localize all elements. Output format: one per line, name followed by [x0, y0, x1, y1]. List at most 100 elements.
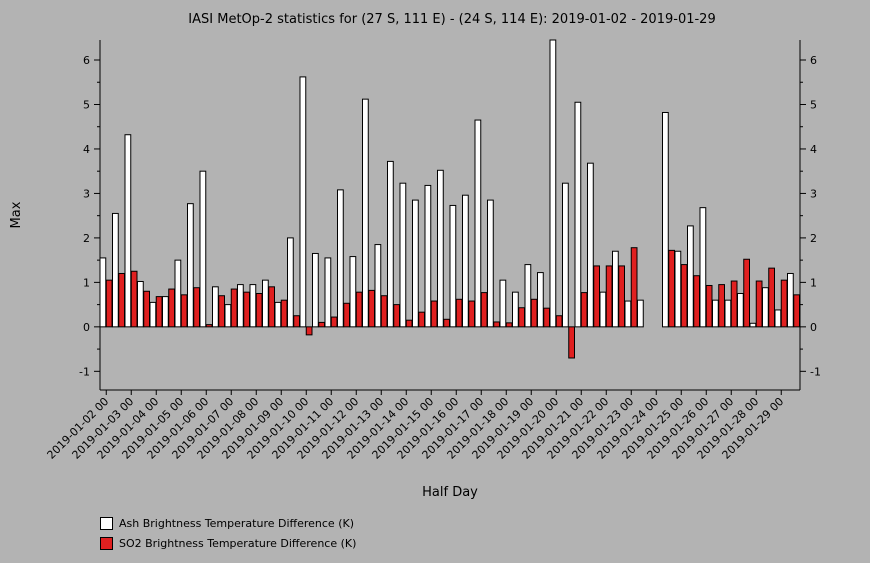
ash-bar-49 — [712, 299, 719, 328]
so2-bar-47 — [693, 275, 700, 328]
ash-bar-42 — [624, 300, 632, 328]
so2-bar-40 — [605, 265, 613, 328]
y-tick-label-left: 0 — [83, 321, 90, 334]
ash-bar-12 — [249, 284, 257, 328]
so2-bar-0 — [105, 279, 113, 328]
ash-bar-35 — [537, 272, 544, 328]
ash-bar-52 — [749, 322, 757, 328]
ash-bar-41 — [612, 250, 619, 328]
y-tick-label-left: 5 — [83, 98, 90, 111]
ash-bar-30 — [474, 119, 482, 328]
y-axis-label: Max — [9, 201, 24, 228]
y-tick-label-right: 1 — [810, 276, 817, 289]
ash-bar-36 — [549, 39, 557, 328]
chart-title: IASI MetOp-2 statistics for (27 S, 111 E… — [188, 12, 715, 27]
ash-bar-29 — [462, 194, 469, 328]
so2-bar-54 — [780, 279, 788, 328]
so2-bar-15 — [293, 315, 300, 328]
so2-bar-14 — [280, 299, 288, 328]
ash-bar-28 — [449, 204, 457, 328]
so2-bar-4 — [155, 296, 163, 328]
ash-bar-15 — [287, 237, 294, 328]
so2-bar-55 — [793, 294, 800, 328]
ash-bar-34 — [524, 264, 532, 328]
ash-bar-5 — [162, 296, 169, 328]
ash-bar-45 — [662, 111, 669, 328]
so2-bar-9 — [218, 295, 225, 328]
so2-bar-19 — [343, 302, 350, 328]
legend-label-so2: SO2 Brightness Temperature Difference (K… — [119, 536, 357, 550]
so2-bar-45 — [668, 249, 675, 328]
ash-bar-27 — [437, 169, 444, 328]
ash-bar-10 — [224, 304, 232, 328]
ash-bar-46 — [674, 250, 682, 328]
ash-bar-11 — [237, 284, 244, 328]
so2-bar-27 — [443, 318, 450, 328]
bars-group — [99, 39, 800, 359]
ash-bar-19 — [337, 189, 344, 328]
so2-bar-5 — [168, 288, 175, 328]
y-tick-label-left: 1 — [83, 276, 90, 289]
ash-bar-38 — [574, 101, 582, 328]
legend-item-so2: SO2 Brightness Temperature Difference (K… — [100, 533, 356, 553]
so2-bar-39 — [593, 265, 600, 328]
so2-bar-1 — [118, 272, 125, 328]
so2-bar-42 — [630, 247, 638, 328]
ash-bar-7 — [187, 203, 194, 328]
ash-bar-16 — [299, 76, 307, 328]
legend-item-ash: Ash Brightness Temperature Difference (K… — [100, 513, 356, 533]
y-tick-label-left: 3 — [83, 187, 90, 200]
ash-bar-2 — [124, 134, 132, 328]
so2-bar-38 — [580, 292, 588, 328]
so2-bar-34 — [530, 298, 538, 328]
ash-bar-40 — [599, 291, 607, 328]
ash-bar-43 — [637, 299, 644, 328]
ash-bar-21 — [362, 98, 369, 328]
y-tick-label-right: 3 — [810, 187, 817, 200]
y-tick-label-right: 0 — [810, 321, 817, 334]
ash-bar-39 — [587, 162, 594, 328]
ash-bar-3 — [137, 280, 144, 328]
ash-bar-32 — [499, 279, 507, 328]
so2-bar-28 — [455, 298, 463, 328]
so2-bar-37 — [568, 326, 575, 359]
so2-bar-11 — [243, 291, 250, 328]
ash-bar-26 — [424, 184, 432, 328]
ash-bar-53 — [762, 287, 769, 328]
ash-bar-8 — [199, 170, 207, 328]
so2-bar-49 — [718, 284, 725, 328]
y-tick-label-right: -1 — [810, 365, 821, 378]
legend: Ash Brightness Temperature Difference (K… — [100, 513, 356, 553]
so2-bar-50 — [730, 280, 738, 328]
so2-bar-13 — [268, 286, 275, 328]
so2-bar-2 — [130, 270, 138, 328]
so2-bar-33 — [518, 307, 525, 328]
ash-bar-17 — [312, 252, 319, 328]
so2-bar-7 — [193, 287, 200, 328]
ash-bar-9 — [212, 286, 219, 328]
so2-bar-30 — [480, 292, 488, 328]
so2-bar-21 — [368, 289, 375, 328]
ash-bar-33 — [512, 291, 519, 328]
y-tick-label-left: 2 — [83, 232, 90, 245]
so2-bar-29 — [468, 300, 475, 328]
ash-bar-1 — [112, 212, 119, 328]
ash-bar-47 — [687, 225, 694, 328]
ash-bar-48 — [699, 207, 707, 328]
so2-bar-48 — [705, 284, 713, 328]
y-tick-label-left: -1 — [79, 365, 90, 378]
so2-bar-53 — [768, 267, 775, 328]
ash-bar-14 — [274, 301, 282, 328]
so2-bar-52 — [755, 280, 763, 328]
ash-bar-25 — [412, 199, 419, 328]
so2-bar-23 — [393, 304, 400, 328]
so2-bar-26 — [430, 300, 438, 328]
so2-bar-17 — [318, 321, 325, 328]
y-tick-label-right: 5 — [810, 98, 817, 111]
ash-bar-6 — [174, 259, 182, 328]
so2-bar-32 — [505, 322, 513, 328]
ash-bar-13 — [262, 279, 269, 328]
ash-bar-50 — [724, 299, 732, 328]
ash-bar-18 — [324, 257, 332, 328]
